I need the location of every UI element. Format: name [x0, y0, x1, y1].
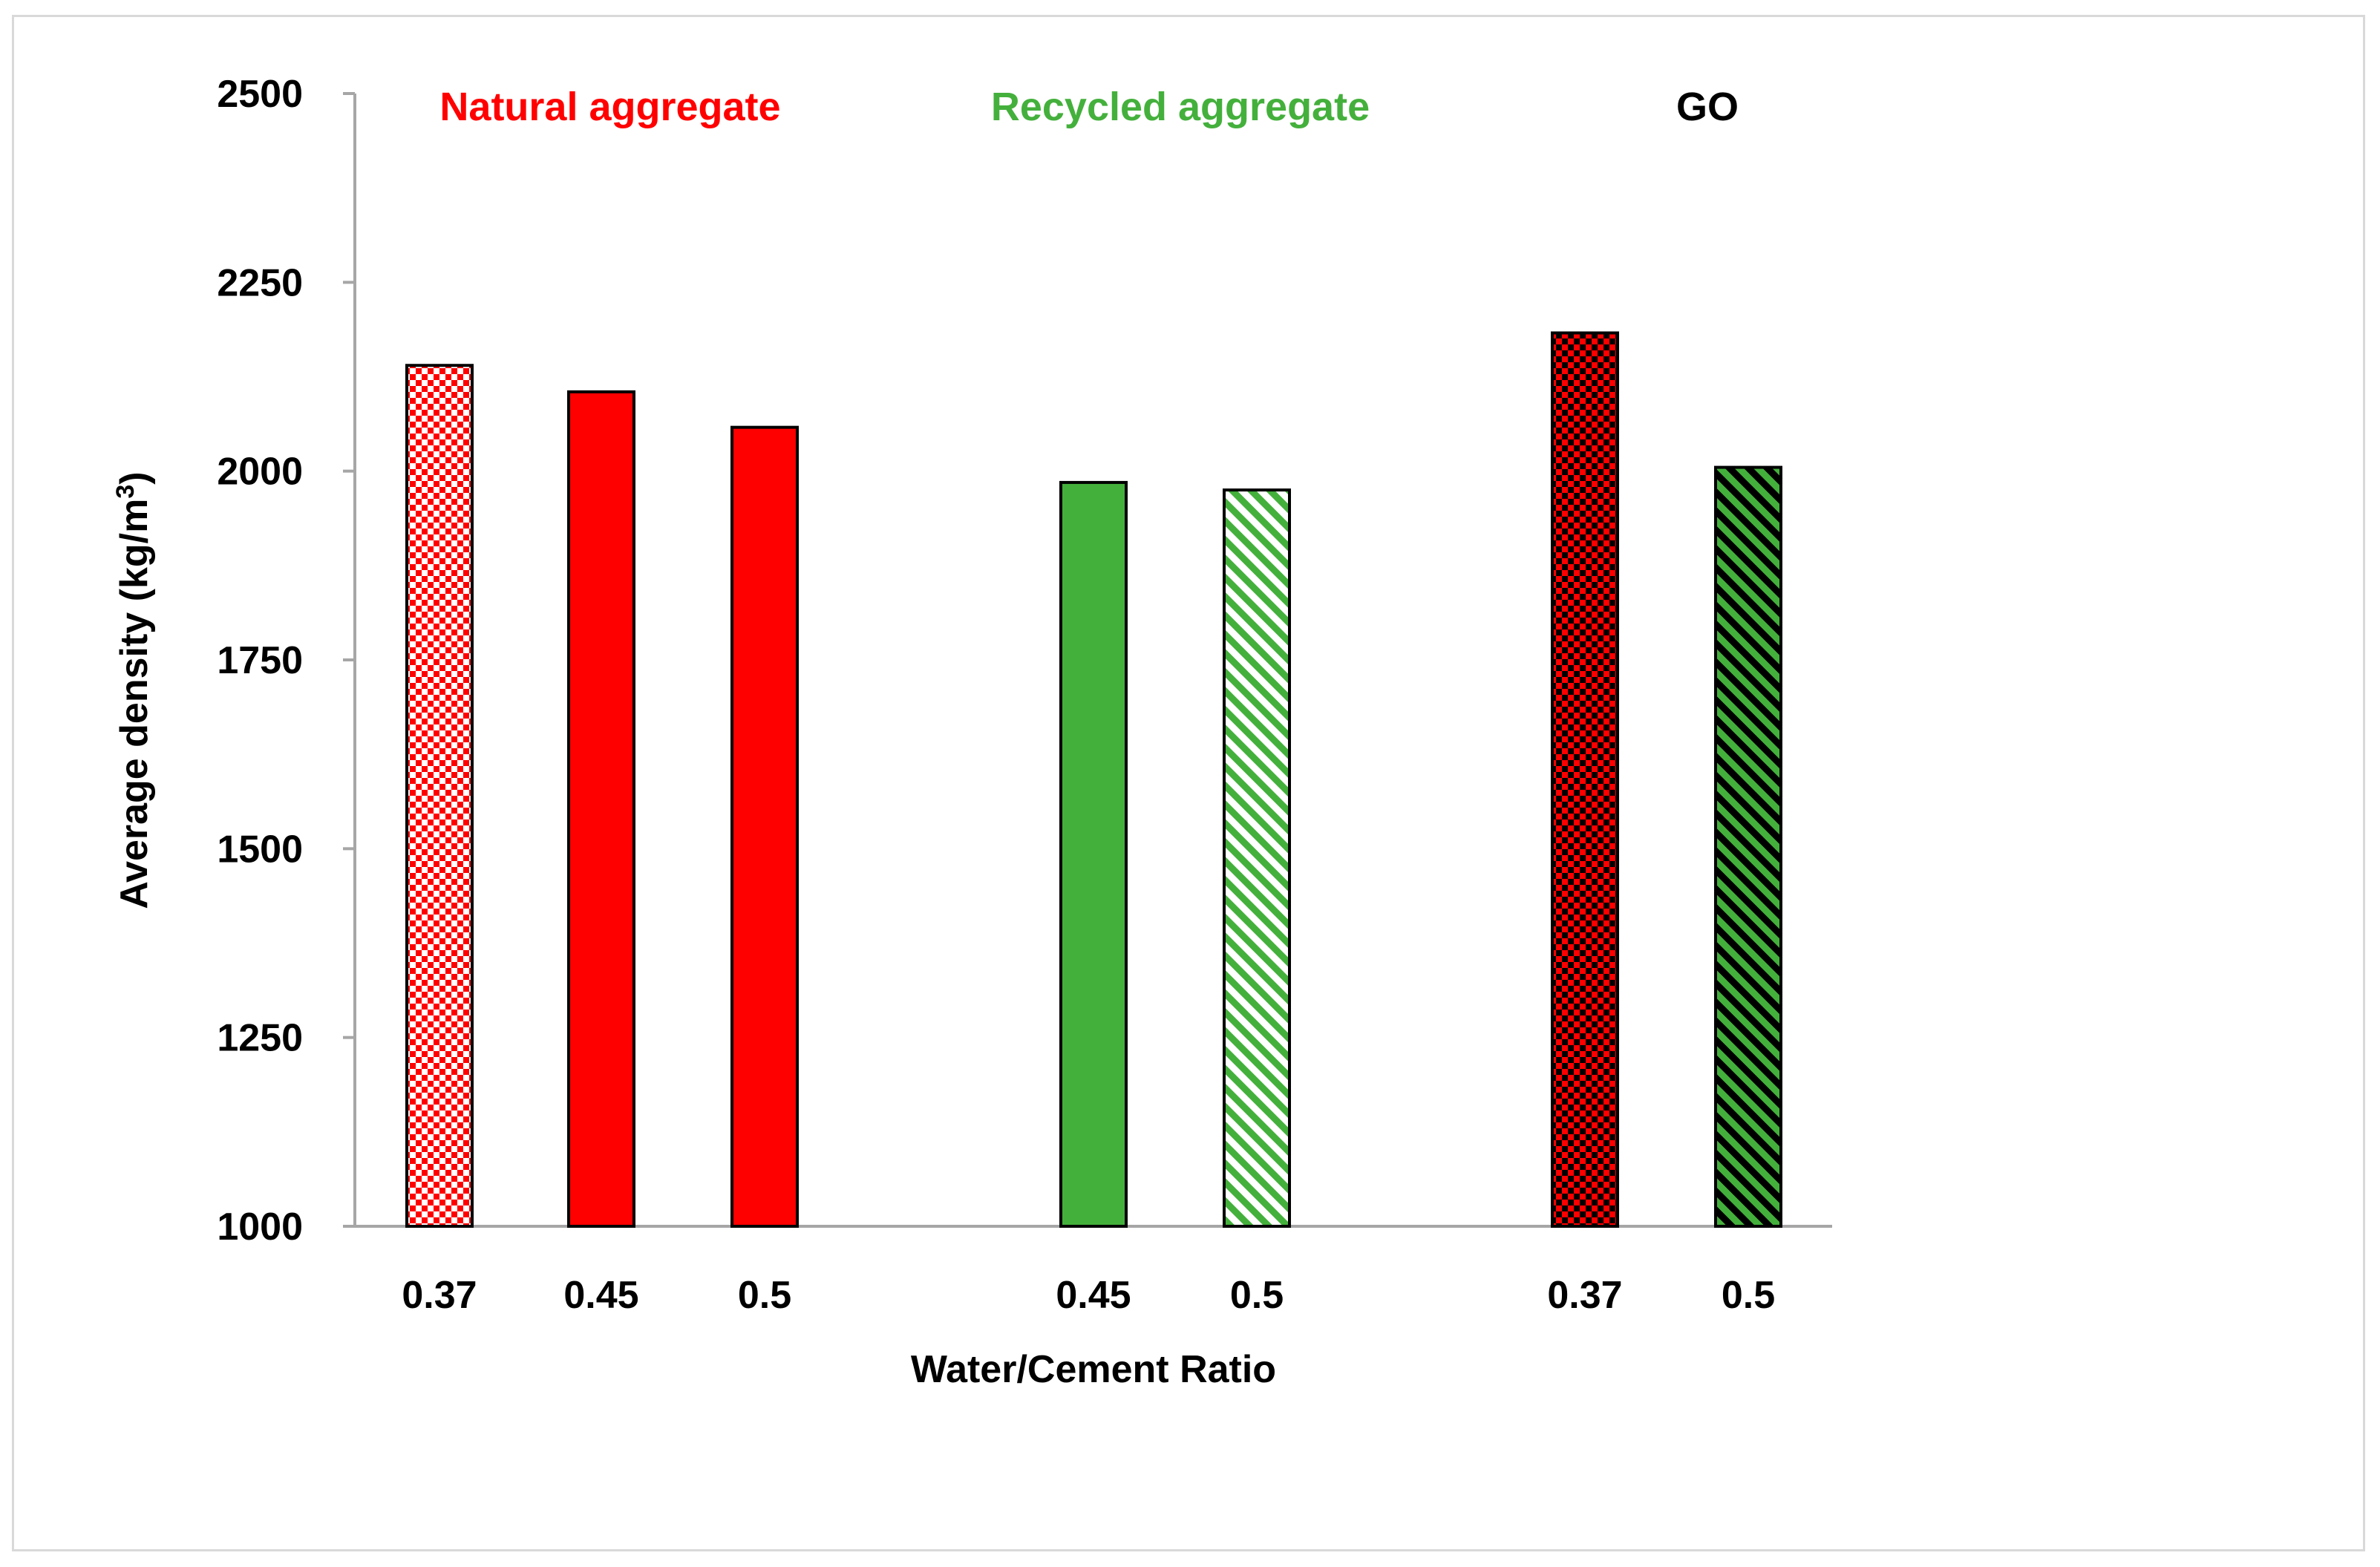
- y-ticks: 1000 1250 1500 1750 2000 2250 2500: [217, 73, 355, 1249]
- group-label-2: Recycled aggregate: [991, 85, 1370, 129]
- y-tick-label: 1250: [217, 1017, 303, 1060]
- x-tick-label: 0.37: [1547, 1274, 1622, 1317]
- x-tick-label: 0.45: [563, 1274, 638, 1317]
- bar-1: [405, 364, 474, 1228]
- x-axis-title: Water/Cement Ratio: [911, 1348, 1276, 1391]
- x-tick-label: 0.37: [402, 1274, 477, 1317]
- y-tick-label: 1750: [217, 639, 303, 682]
- bars: [405, 331, 1782, 1229]
- y-tick-label: 2000: [217, 451, 303, 494]
- y-axis-title-main: Average density (kg/m: [113, 499, 156, 909]
- x-tick-label: 0.5: [1722, 1274, 1775, 1317]
- y-axis-title: Average density (kg/m3): [111, 471, 156, 909]
- x-tick-label: 0.5: [738, 1274, 791, 1317]
- y-axis-title-superscript: 3: [111, 485, 140, 499]
- y-axis-title-suffix: ): [113, 471, 156, 484]
- bar-2: [567, 390, 635, 1228]
- x-tick-labels: 0.37 0.45 0.5 0.45 0.5 0.37 0.5: [402, 1274, 1775, 1317]
- x-tick-label: 0.45: [1056, 1274, 1131, 1317]
- y-tick-label: 1000: [217, 1205, 303, 1249]
- bar-7: [1714, 465, 1782, 1228]
- y-tick-label: 2500: [217, 73, 303, 116]
- group-label-3: GO: [1676, 85, 1739, 129]
- y-tick-label: 1500: [217, 828, 303, 871]
- group-labels: Natural aggregate Recycled aggregate GO: [439, 85, 1739, 129]
- x-tick-label: 0.5: [1230, 1274, 1284, 1317]
- y-tick-label: 2250: [217, 261, 303, 304]
- group-label-1: Natural aggregate: [439, 85, 780, 129]
- bar-4: [1059, 480, 1128, 1228]
- bar-5: [1223, 488, 1291, 1228]
- bar-6: [1551, 331, 1619, 1229]
- chart-frame: [12, 15, 2365, 1551]
- bar-3: [730, 425, 799, 1228]
